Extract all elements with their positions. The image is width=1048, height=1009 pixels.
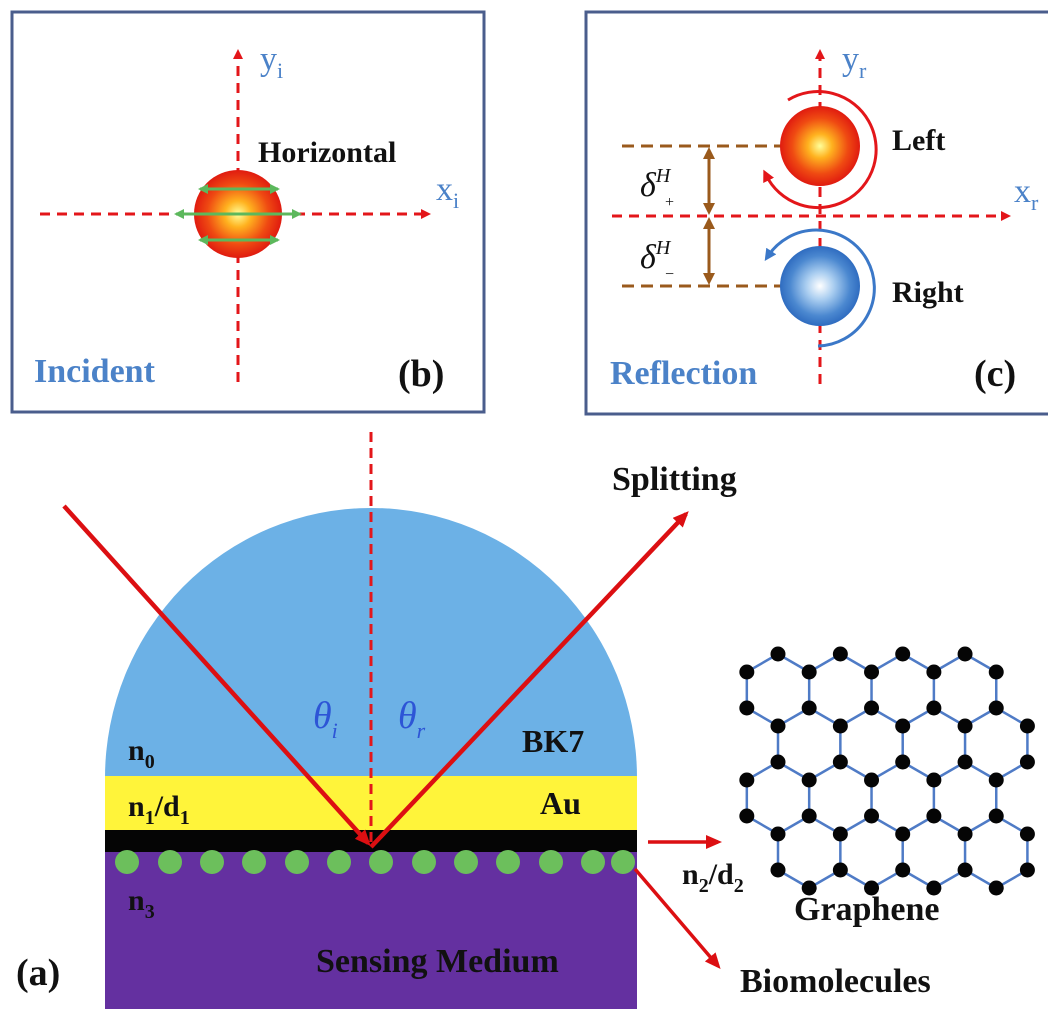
panel-c-frame [584,10,1048,416]
axis-yr-label: yr [842,41,867,83]
n0-label: n0 [128,734,155,773]
theta-i-label: θi [313,695,338,743]
carbon-atom [864,664,880,680]
carbon-atom [832,718,848,734]
axis-xr-label: xr [1014,173,1039,215]
carbon-atom [957,718,973,734]
carbon-atom [926,808,942,824]
carbon-atom [1019,754,1035,770]
carbon-atom [926,880,942,896]
carbon-atom [957,862,973,878]
carbon-atom [988,664,1004,680]
carbon-atom [1019,862,1035,878]
carbon-atom [988,880,1004,896]
carbon-atom [770,754,786,770]
carbon-atom [739,772,755,788]
carbon-atom [770,646,786,662]
graphene-label: Graphene [794,891,939,928]
panel-b-tag: (b) [398,353,444,395]
sensing-medium-label: Sensing Medium [316,943,559,980]
carbon-atom [988,700,1004,716]
carbon-atom [739,664,755,680]
carbon-atom [739,808,755,824]
incident-ray [62,504,371,846]
carbon-atom [926,772,942,788]
carbon-atom [832,826,848,842]
carbon-atom [801,664,817,680]
carbon-atom [801,880,817,896]
biomolecule-pointer [633,867,721,970]
left-spin-arrow [763,90,878,210]
carbon-atom [864,880,880,896]
bk7-label: BK7 [522,723,584,759]
carbon-atom [832,754,848,770]
panel-reflection: yr xr Left Right δH + δH − Reflection (c… [584,10,1048,416]
right-circular-beam-spot [780,246,860,326]
reflection-label: Reflection [610,355,757,392]
biomolecule-dots [115,850,635,874]
carbon-atom [988,772,1004,788]
biomolecules-label: Biomolecules [740,963,931,1000]
panel-incident: yi xi Horizontal Incident (b) [10,10,486,414]
carbon-atom [895,826,911,842]
panel-sensor: Splitting θi θr n0 BK7 n1/d1 Au n3 Sensi… [16,432,1035,1009]
splitting-label: Splitting [612,461,737,498]
incident-label: Incident [34,353,156,390]
carbon-atom [895,646,911,662]
carbon-atom [801,808,817,824]
carbon-atom [1019,718,1035,734]
n2-d2-label: n2/d2 [682,858,744,897]
au-label: Au [540,785,581,821]
carbon-atom [957,754,973,770]
carbon-atom [895,862,911,878]
sensing-medium [105,852,637,1009]
left-label: Left [892,124,945,157]
carbon-atom [864,772,880,788]
carbon-atom [770,862,786,878]
n1-d1-label: n1/d1 [128,790,190,829]
axis-xi-label: xi [436,171,459,213]
carbon-atom [864,808,880,824]
carbon-atom [770,826,786,842]
carbon-atom [832,646,848,662]
carbon-atom [1019,826,1035,842]
carbon-atom [926,700,942,716]
carbon-atom [801,700,817,716]
carbon-atom [801,772,817,788]
carbon-atom [770,718,786,734]
n3-label: n3 [128,884,155,923]
delta-plus-label: δH [640,165,672,204]
panel-a-tag: (a) [16,952,60,994]
carbon-atom [957,646,973,662]
carbon-atom [926,664,942,680]
carbon-atom [832,862,848,878]
panel-c-tag: (c) [974,353,1016,395]
right-label: Right [892,276,964,309]
carbon-atom [739,700,755,716]
carbon-atom [957,826,973,842]
delta-minus-label: δH [640,237,672,276]
right-spin-arrow [764,228,876,348]
carbon-atom [988,808,1004,824]
delta-minus-sub: − [665,266,674,283]
axis-yi-label: yi [260,41,283,83]
carbon-atom [895,718,911,734]
carbon-atom [895,754,911,770]
carbon-atom [864,700,880,716]
left-circular-beam-spot [780,106,860,186]
horizontal-label: Horizontal [258,136,396,169]
theta-r-label: θr [398,695,426,743]
reflected-ray [369,511,689,849]
horizontal-polarization-arrows [174,184,302,245]
delta-plus-sub: + [665,194,674,211]
graphene-lattice [739,646,1035,896]
